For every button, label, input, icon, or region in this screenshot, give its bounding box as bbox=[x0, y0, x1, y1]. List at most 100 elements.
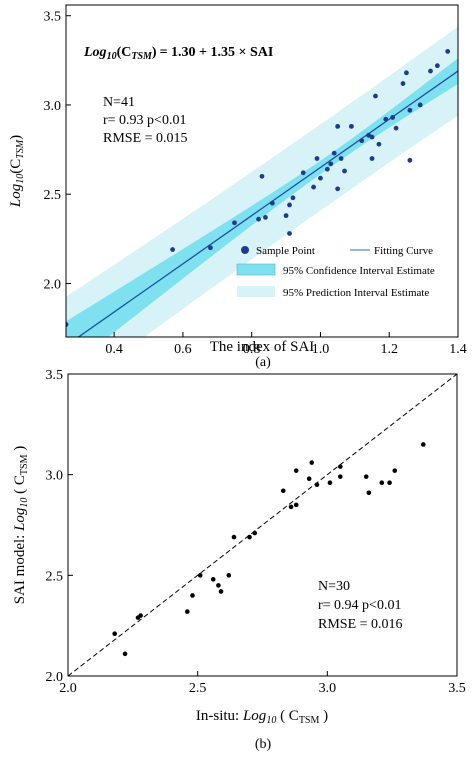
legend-a: Sample Point Fitting Curve 95% Confidenc… bbox=[236, 245, 435, 299]
validation-point bbox=[197, 573, 203, 578]
sample-point bbox=[342, 168, 347, 174]
legend-label-fitting-curve: Fitting Curve bbox=[374, 245, 433, 257]
panel-label-a: (a) bbox=[255, 355, 271, 370]
validation-point bbox=[420, 442, 426, 447]
a-ytick-label: 3.0 bbox=[44, 99, 62, 114]
sample-point bbox=[376, 141, 382, 147]
a-xtick-label: 1.0 bbox=[312, 342, 330, 357]
sample-point bbox=[335, 186, 341, 192]
one-to-one-line bbox=[68, 374, 457, 676]
a-xtick-label: 1.2 bbox=[380, 342, 398, 357]
sample-point bbox=[359, 138, 365, 144]
sample-point bbox=[324, 166, 330, 172]
panel-label-b: (b) bbox=[255, 737, 272, 752]
sample-point bbox=[170, 247, 175, 252]
sample-point bbox=[318, 175, 323, 181]
validation-point bbox=[288, 504, 294, 510]
validation-point bbox=[314, 482, 320, 488]
sample-point bbox=[300, 170, 306, 176]
validation-point bbox=[293, 468, 299, 473]
a-xtick-label: 1.4 bbox=[449, 342, 467, 357]
legend-prediction-swatch bbox=[237, 286, 275, 297]
sample-point bbox=[287, 231, 292, 236]
sample-point bbox=[331, 150, 337, 156]
sample-point bbox=[338, 156, 344, 161]
validation-point bbox=[138, 613, 143, 618]
legend-label-confidence: 95% Confidence Interval Estimate bbox=[283, 265, 435, 277]
validation-point bbox=[379, 480, 385, 486]
stat-n-b: N=30 bbox=[318, 579, 350, 594]
y-axis-title-a: Log10(CTSM) bbox=[8, 135, 26, 208]
x-axis-title-b: In-situ: Log10 ( CTSM ) bbox=[196, 708, 328, 726]
sample-point bbox=[369, 134, 375, 140]
b-ytick-label: 3.0 bbox=[46, 469, 64, 484]
validation-point bbox=[338, 474, 343, 479]
x-axis-title-a: The index of SAI bbox=[210, 339, 315, 355]
sample-point bbox=[290, 195, 296, 201]
y-axis-title-b: SAI model: Log10 ( CTSM ) bbox=[12, 446, 30, 605]
validation-point bbox=[338, 464, 343, 469]
validation-point bbox=[218, 589, 224, 594]
sample-point bbox=[383, 116, 389, 122]
sample-point bbox=[311, 184, 316, 190]
validation-point bbox=[231, 534, 237, 540]
sample-point bbox=[269, 200, 275, 206]
sample-point bbox=[349, 123, 354, 129]
sample-point bbox=[283, 213, 289, 219]
validation-point bbox=[210, 577, 216, 582]
validation-point bbox=[216, 583, 221, 588]
plot-frame-a bbox=[65, 4, 459, 338]
validation-point bbox=[226, 573, 232, 578]
b-xtick-label: 2.0 bbox=[59, 681, 77, 696]
sample-point bbox=[369, 156, 375, 161]
a-ytick-label: 2.5 bbox=[44, 188, 62, 203]
validation-point bbox=[363, 474, 369, 479]
regression-equation: Log10(CTSM) = 1.30 + 1.35 × SAI bbox=[83, 45, 273, 62]
validation-point bbox=[327, 480, 333, 486]
validation-point bbox=[252, 530, 258, 536]
panel-a: 0.4 0.6 0.8 1.0 1.2 1.4 2.0 2.5 3.0 3.5 Log10(CT… bbox=[8, 4, 467, 370]
x-axis-ticks-a: 0.4 0.6 0.8 1.0 1.2 1.4 bbox=[105, 332, 467, 357]
a-ytick-label: 3.5 bbox=[44, 10, 62, 25]
sample-point bbox=[390, 115, 396, 120]
sample-point bbox=[393, 125, 399, 131]
b-xtick-label: 2.5 bbox=[189, 681, 207, 696]
validation-point bbox=[366, 490, 372, 496]
sample-point bbox=[407, 107, 413, 113]
validation-point bbox=[112, 631, 117, 637]
sample-point bbox=[407, 157, 413, 163]
validation-points bbox=[112, 442, 426, 657]
validation-point bbox=[184, 609, 190, 614]
validation-point bbox=[293, 502, 299, 508]
stat-r-a: r= 0.93 p<0.01 bbox=[103, 113, 186, 128]
validation-point bbox=[122, 651, 128, 657]
a-xtick-label: 0.8 bbox=[243, 342, 261, 357]
b-ytick-label: 2.5 bbox=[46, 569, 64, 584]
sample-point bbox=[66, 322, 69, 327]
stat-n-a: N=41 bbox=[103, 95, 135, 110]
panel-b: 2.0 2.5 3.0 3.5 2.0 2.5 3.0 3.5 N=30 r= 0.94 p… bbox=[12, 368, 466, 752]
a-ytick-label: 2.0 bbox=[44, 277, 62, 292]
b-xtick-label: 3.5 bbox=[448, 681, 466, 696]
prediction-interval-band bbox=[66, 26, 458, 337]
y-axis-ticks-a: 2.0 2.5 3.0 3.5 bbox=[44, 10, 71, 292]
sample-point bbox=[445, 49, 451, 54]
sample-points bbox=[66, 49, 451, 327]
b-ytick-label: 3.5 bbox=[46, 368, 64, 383]
validation-point bbox=[280, 488, 286, 494]
sample-point bbox=[373, 93, 378, 99]
b-xtick-label: 3.0 bbox=[319, 681, 337, 696]
sample-point bbox=[259, 173, 265, 179]
validation-point bbox=[392, 468, 398, 473]
validation-point bbox=[309, 460, 315, 465]
legend-point-marker bbox=[241, 246, 249, 254]
sample-point bbox=[428, 68, 433, 74]
b-ytick-label: 2.0 bbox=[46, 670, 64, 685]
sample-point bbox=[256, 216, 261, 222]
sample-point bbox=[314, 156, 320, 161]
y-axis-ticks-b: 2.0 2.5 3.0 3.5 bbox=[46, 368, 73, 685]
stat-r-b: r= 0.94 p<0.01 bbox=[318, 598, 401, 613]
sample-point bbox=[434, 63, 440, 69]
sample-point bbox=[263, 215, 268, 220]
